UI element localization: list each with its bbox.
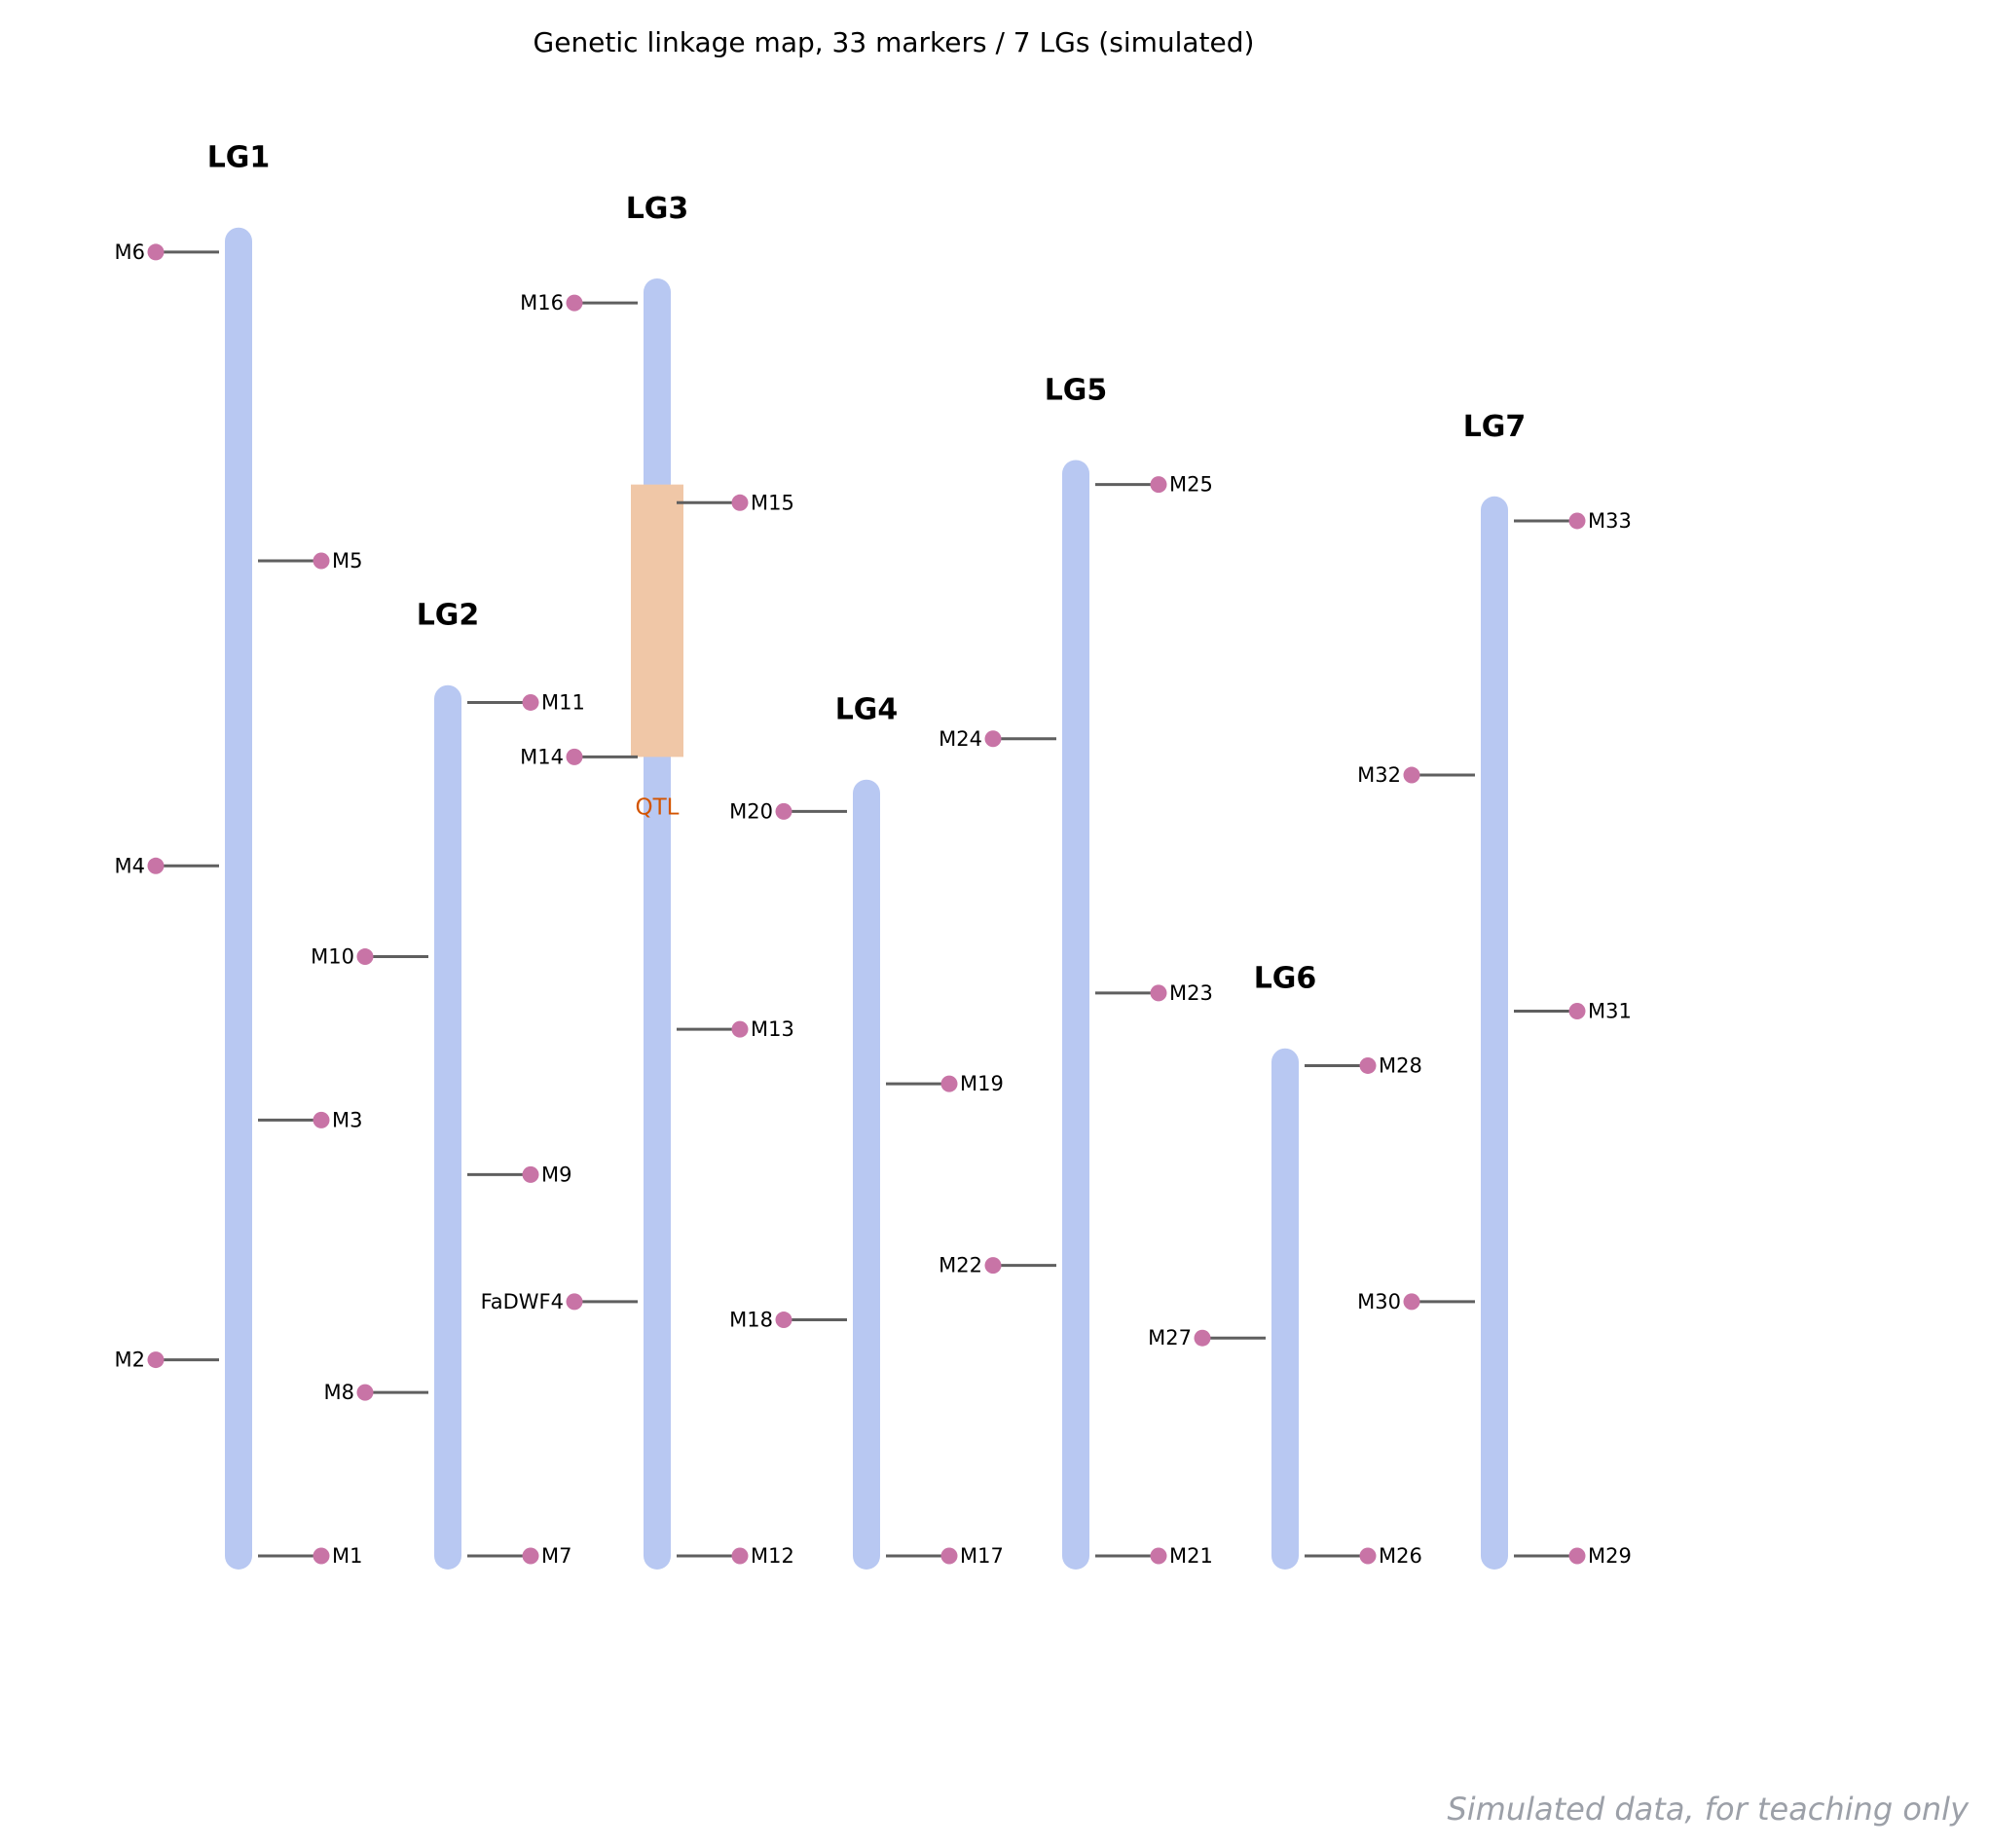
marker-label-m17: M17 <box>960 1544 1004 1568</box>
marker-label-m26: M26 <box>1379 1544 1422 1568</box>
chromosome-bar-lg1 <box>225 227 252 1571</box>
marker-label-m24: M24 <box>939 727 982 751</box>
marker-label-m32: M32 <box>1357 763 1401 787</box>
marker-label-m16: M16 <box>520 291 564 314</box>
qtl-label-lg3: QTL <box>636 795 680 820</box>
marker-label-m11: M11 <box>541 690 585 714</box>
marker-dot-m28 <box>1359 1056 1377 1074</box>
marker-label-fadwf4: FaDWF4 <box>481 1290 564 1313</box>
marker-dot-m33 <box>1568 512 1586 530</box>
marker-dot-m14 <box>566 748 583 765</box>
marker-label-m3: M3 <box>332 1108 362 1131</box>
marker-label-m2: M2 <box>115 1349 145 1372</box>
marker-dot-m29 <box>1568 1547 1586 1565</box>
plot-area: LG1 M1 M2 M3 M4 M5 M6 LG2 M7 M8 M9 M10 M11 QTL LG3 M12 F… <box>115 141 1632 1571</box>
marker-dot-m21 <box>1150 1547 1167 1565</box>
marker-label-m27: M27 <box>1148 1326 1192 1349</box>
marker-label-m31: M31 <box>1588 1000 1632 1023</box>
chromosome-bar-lg4 <box>853 779 880 1570</box>
marker-dot-m2 <box>147 1351 165 1369</box>
marker-dot-m4 <box>147 857 165 874</box>
chart-title: Genetic linkage map, 33 markers / 7 LGs … <box>534 26 1255 58</box>
lg-label-lg6: LG6 <box>1254 962 1317 996</box>
marker-label-m5: M5 <box>332 549 362 573</box>
marker-label-m33: M33 <box>1588 509 1632 533</box>
marker-dot-m12 <box>731 1547 749 1565</box>
marker-label-m10: M10 <box>311 945 354 969</box>
lg-label-lg5: LG5 <box>1045 373 1108 407</box>
marker-label-m18: M18 <box>729 1309 773 1332</box>
marker-dot-m7 <box>522 1547 539 1565</box>
marker-dot-m20 <box>775 802 792 820</box>
marker-label-m29: M29 <box>1588 1544 1632 1568</box>
marker-dot-fadwf4 <box>566 1293 583 1311</box>
marker-dot-m27 <box>1194 1329 1211 1347</box>
marker-label-m19: M19 <box>960 1072 1004 1095</box>
marker-label-m28: M28 <box>1379 1053 1422 1077</box>
lg-label-lg7: LG7 <box>1463 410 1527 444</box>
marker-dot-m10 <box>356 948 374 966</box>
marker-label-m12: M12 <box>751 1544 794 1568</box>
marker-dot-m1 <box>313 1547 330 1565</box>
marker-label-m25: M25 <box>1169 473 1213 497</box>
marker-dot-m3 <box>313 1111 330 1128</box>
marker-label-m8: M8 <box>324 1381 354 1404</box>
marker-dot-m31 <box>1568 1003 1586 1019</box>
marker-label-m23: M23 <box>1169 981 1213 1005</box>
marker-dot-m9 <box>522 1165 539 1183</box>
marker-label-m22: M22 <box>939 1254 982 1277</box>
marker-label-m13: M13 <box>751 1017 794 1041</box>
marker-dot-m24 <box>984 730 1002 748</box>
marker-dot-m13 <box>731 1020 749 1038</box>
chromosome-bar-lg2 <box>434 684 461 1570</box>
marker-label-m4: M4 <box>115 854 145 877</box>
marker-dot-m15 <box>731 494 749 511</box>
marker-dot-m17 <box>940 1547 958 1565</box>
qtl-region-lg3 <box>631 484 683 758</box>
lg-label-lg1: LG1 <box>207 141 271 175</box>
marker-label-m20: M20 <box>729 799 773 823</box>
lg-label-lg4: LG4 <box>835 693 899 727</box>
marker-dot-m25 <box>1150 476 1167 494</box>
marker-label-m30: M30 <box>1357 1290 1401 1313</box>
marker-label-m1: M1 <box>332 1544 362 1568</box>
chromosome-bar-lg3 <box>644 277 671 1571</box>
marker-dot-m26 <box>1359 1547 1377 1565</box>
marker-dot-m22 <box>984 1257 1002 1275</box>
marker-label-m7: M7 <box>541 1544 571 1568</box>
marker-label-m15: M15 <box>751 491 794 514</box>
marker-label-m9: M9 <box>541 1163 571 1186</box>
marker-dot-m19 <box>940 1075 958 1092</box>
footnote: Simulated data, for teaching only <box>1447 1791 1970 1828</box>
marker-dot-m5 <box>313 552 330 570</box>
lg-label-lg2: LG2 <box>417 599 480 633</box>
lg-label-lg3: LG3 <box>626 192 689 226</box>
marker-dot-m18 <box>775 1312 792 1329</box>
marker-label-m14: M14 <box>520 745 564 768</box>
marker-dot-m30 <box>1403 1293 1420 1311</box>
chromosome-bar-lg7 <box>1481 496 1508 1570</box>
marker-dot-m16 <box>566 294 583 312</box>
chromosome-bar-lg6 <box>1271 1048 1299 1570</box>
marker-dot-m32 <box>1403 766 1420 784</box>
chromosome-bar-lg5 <box>1062 460 1089 1571</box>
marker-dot-m8 <box>356 1384 374 1401</box>
marker-label-m21: M21 <box>1169 1544 1213 1568</box>
marker-dot-m11 <box>522 693 539 711</box>
marker-dot-m23 <box>1150 984 1167 1002</box>
marker-dot-m6 <box>147 243 165 261</box>
marker-label-m6: M6 <box>115 240 145 264</box>
